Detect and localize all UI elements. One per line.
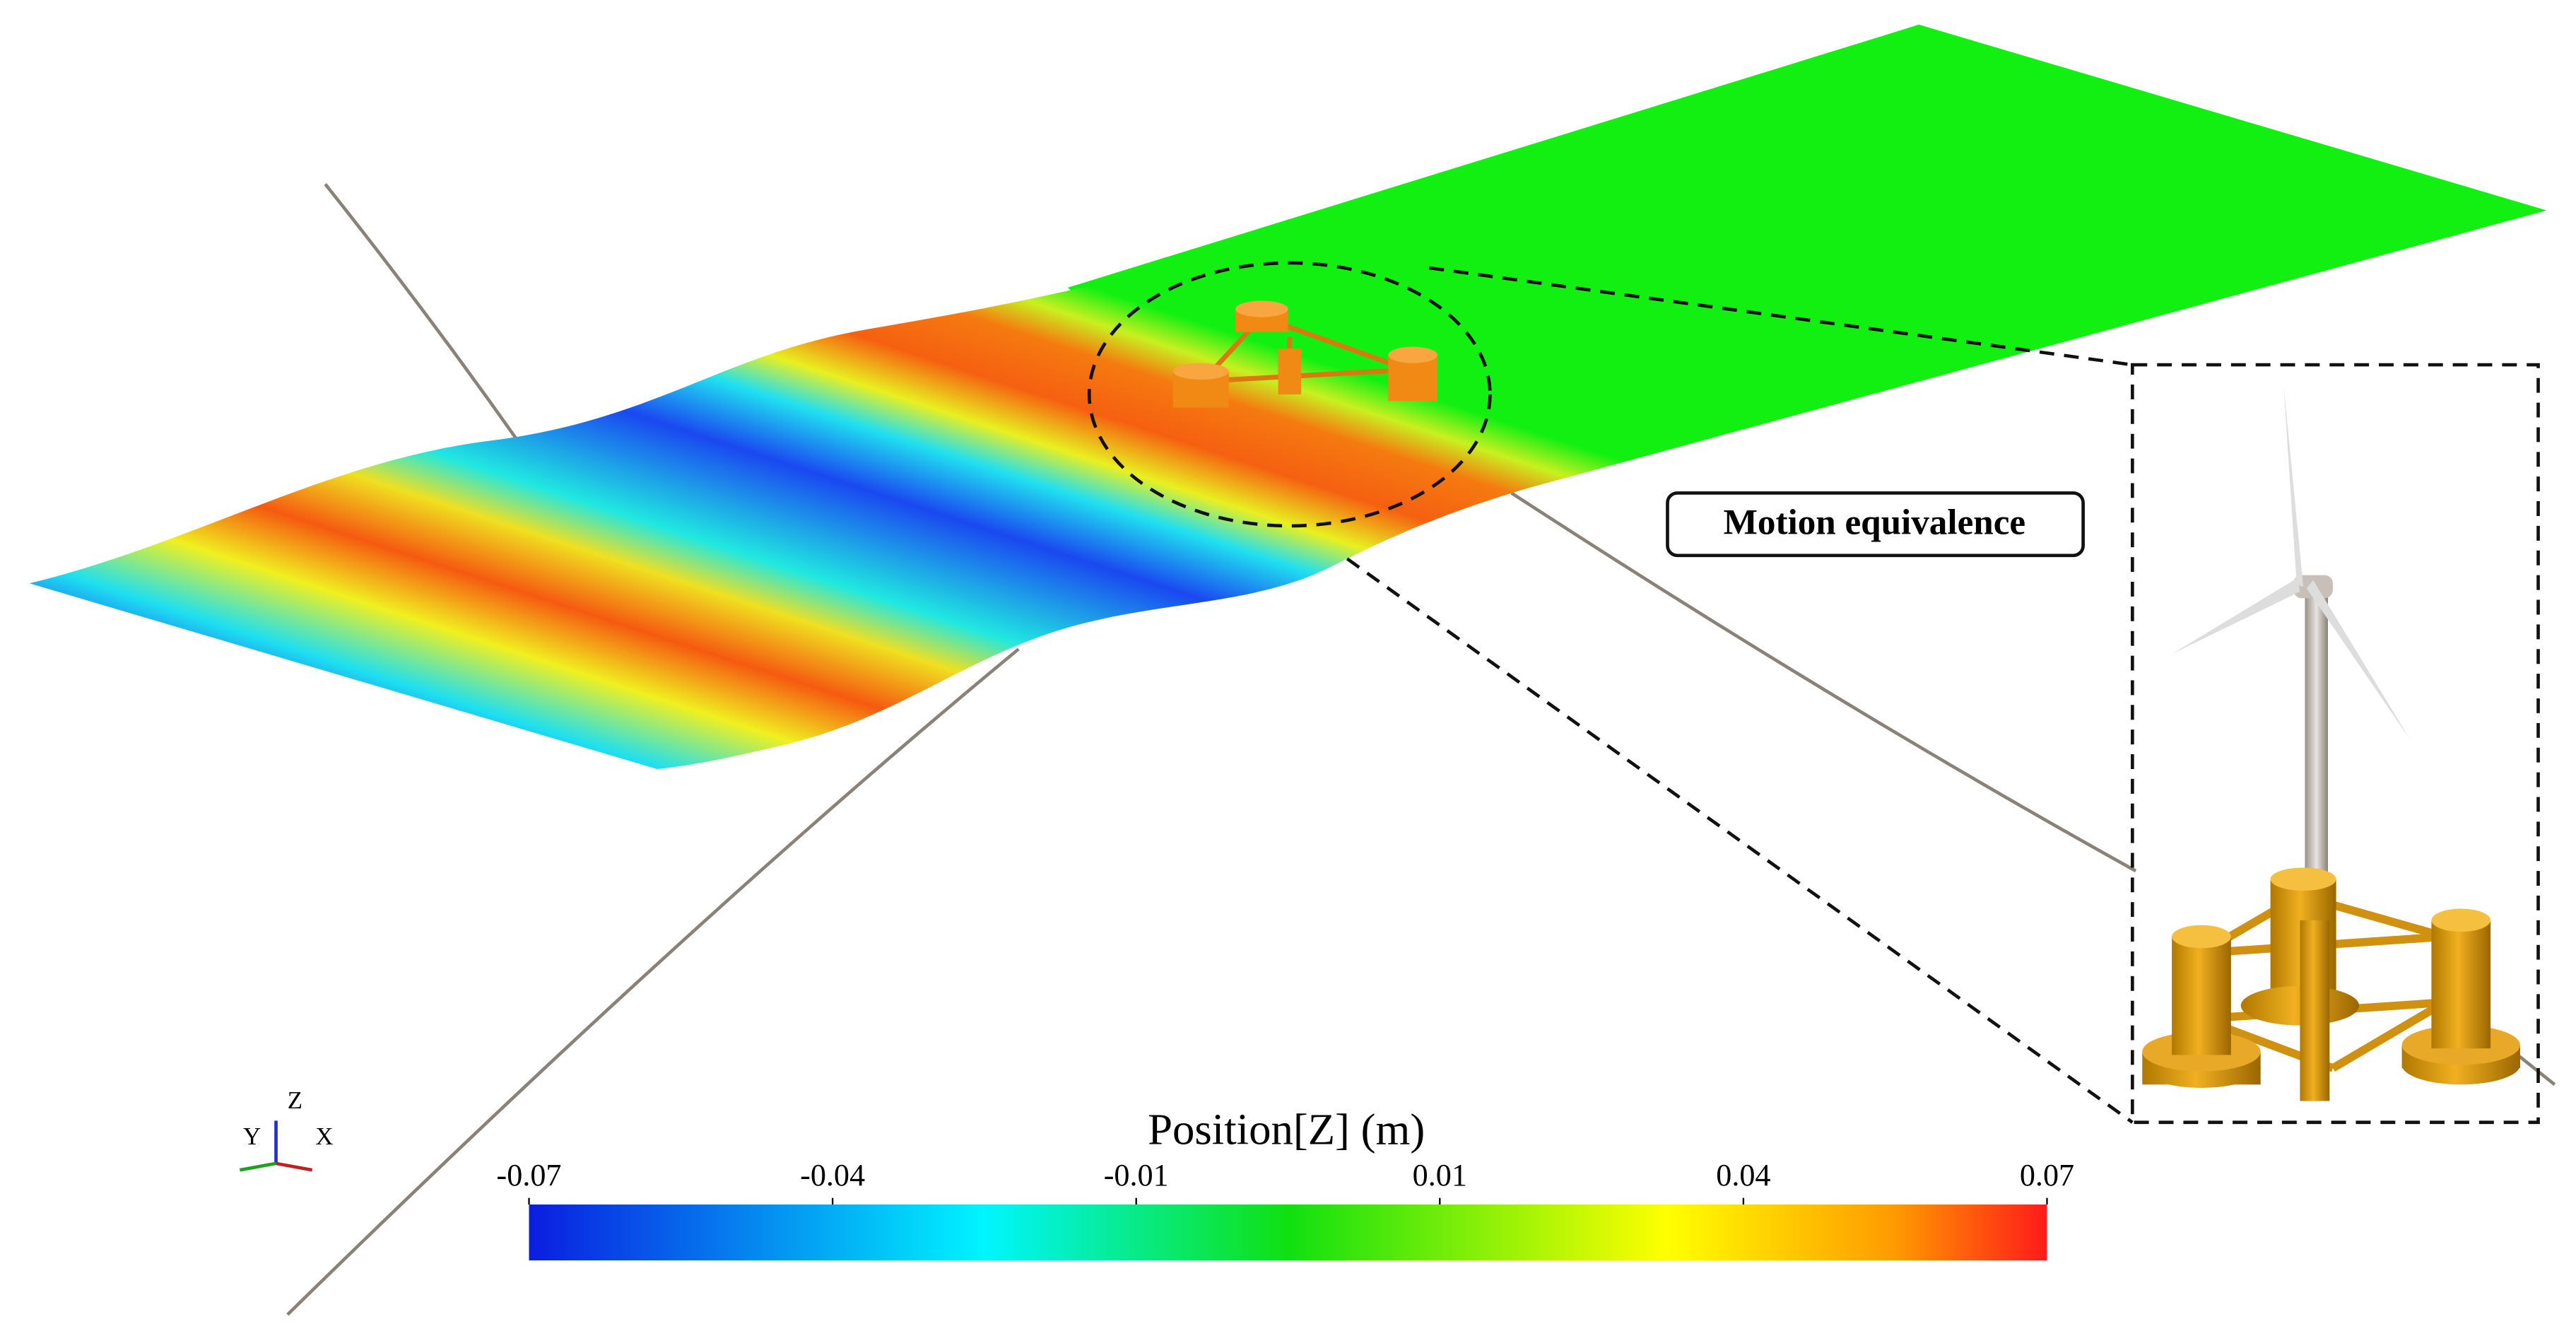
axis-x-label: X — [315, 1123, 333, 1150]
colorbar-tick-label: 0.07 — [2020, 1158, 2074, 1193]
platform-large — [2142, 867, 2520, 1101]
mooring-lines — [286, 182, 2556, 1316]
colorbar-title: Position[Z] (m) — [1148, 1104, 1425, 1154]
colorbar-tick-label: -0.07 — [497, 1158, 562, 1193]
axis-z-label: Z — [288, 1086, 302, 1114]
axis-y-label: Y — [243, 1123, 261, 1150]
turbine — [2172, 385, 2411, 937]
callout-label: Motion equivalence — [1724, 503, 2025, 543]
colorbar-tick-label: -0.01 — [1104, 1158, 1169, 1193]
zoom-box — [2131, 363, 2540, 1125]
colorbar-tick-label: 0.04 — [1716, 1158, 1770, 1193]
wave-surface — [29, 24, 2547, 769]
colorbar-tick-label: 0.01 — [1413, 1158, 1467, 1193]
callout-box — [1666, 491, 2085, 558]
axis-triad: Z Y X — [239, 1086, 334, 1172]
platform-small — [1172, 300, 1438, 408]
colorbar — [529, 1204, 2047, 1261]
zoom-lines — [1346, 266, 2134, 1124]
colorbar-tick-label: -0.04 — [800, 1158, 865, 1193]
zoom-circle — [1087, 261, 1492, 528]
